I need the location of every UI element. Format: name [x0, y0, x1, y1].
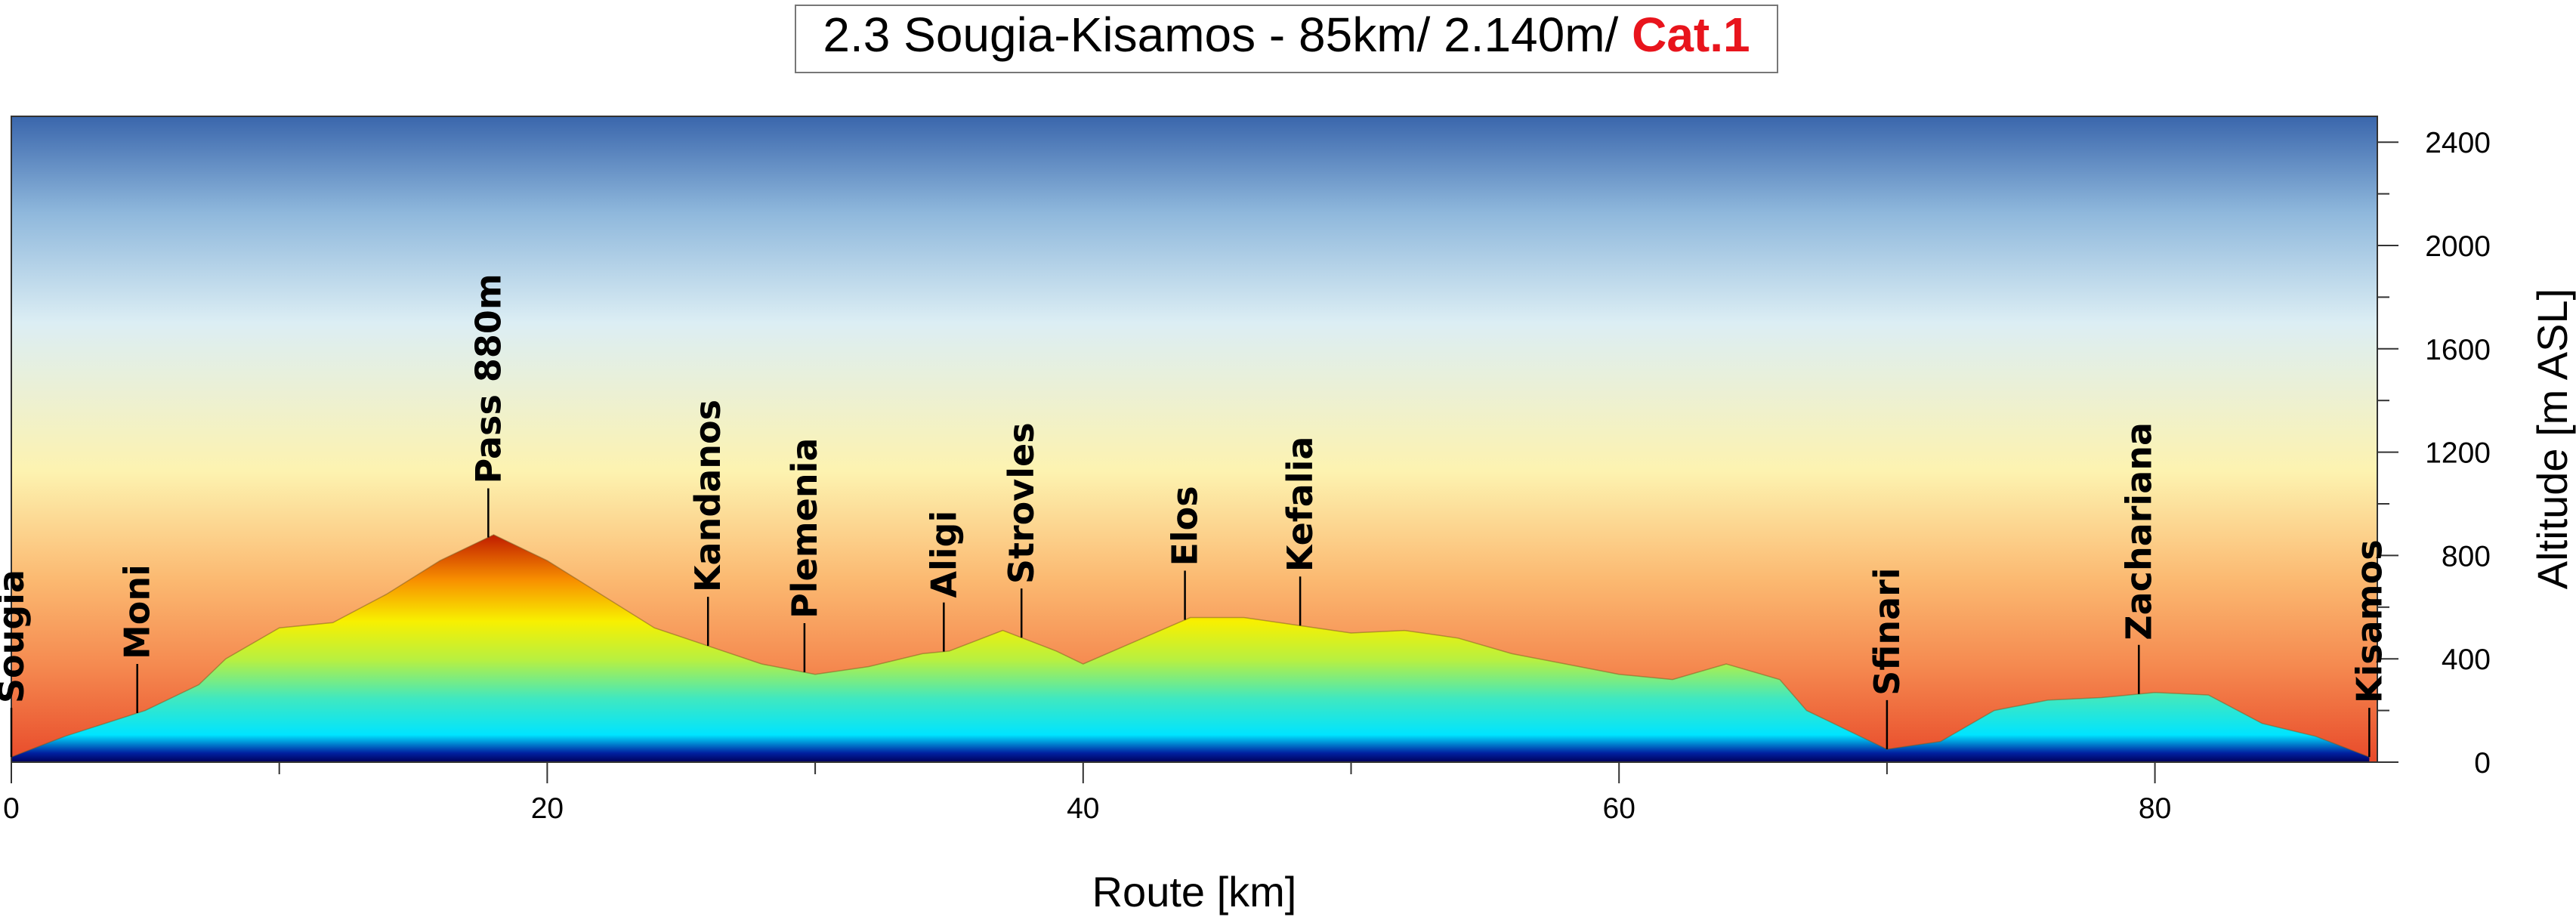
y-tick-label: 1600: [2425, 334, 2491, 366]
place-label: Zachariana: [2118, 422, 2159, 641]
title-box: [795, 5, 1778, 73]
x-axis-title: Route [km]: [1092, 868, 1297, 915]
x-tick-label: 80: [2139, 792, 2171, 825]
title-main: 2.3 Sougia-Kisamos - 85km/ 2.140m/: [823, 8, 1618, 62]
plot: 0 400 800 1200 1600 2000 2400 0 20 40 60 80 Sougia Mo…: [0, 116, 2491, 825]
place-label: Plemenia: [784, 438, 825, 619]
place-label: Kandanos: [687, 400, 728, 592]
place-label: Kefalia: [1280, 437, 1320, 573]
y-axis-title: Altitude [m ASL]: [2528, 289, 2576, 589]
place-label: Aligi: [923, 511, 964, 598]
y-tick-label: 2400: [2425, 127, 2491, 159]
place-label: Sougia: [0, 570, 32, 703]
y-tick-label: 1200: [2425, 437, 2491, 470]
place-label: Elos: [1165, 486, 1206, 566]
y-tick-label: 2000: [2425, 230, 2491, 263]
place-label: Kisamos: [2349, 539, 2389, 703]
place-label: Strovles: [1001, 422, 1042, 584]
y-tick-label: 800: [2442, 540, 2491, 573]
x-tick-label: 20: [531, 792, 564, 825]
x-tick-label: 40: [1067, 792, 1099, 825]
plot-frame: [11, 116, 2378, 763]
place-label: Moni: [117, 564, 158, 659]
y-tick-label: 0: [2474, 747, 2491, 780]
chart-title: 2.3 Sougia-Kisamos - 85km/ 2.140m/ Cat.1: [823, 8, 1750, 62]
terrain-outline: [11, 534, 2370, 758]
place-label: Pass 880m: [468, 273, 508, 483]
x-tick-label: 60: [1603, 792, 1635, 825]
place-label: Sfinari: [1867, 567, 1907, 695]
terrain-area: [11, 535, 2370, 762]
title-highlight: Cat.1: [1632, 8, 1750, 62]
y-tick-label: 400: [2442, 644, 2491, 676]
x-tick-label: 0: [3, 792, 20, 825]
